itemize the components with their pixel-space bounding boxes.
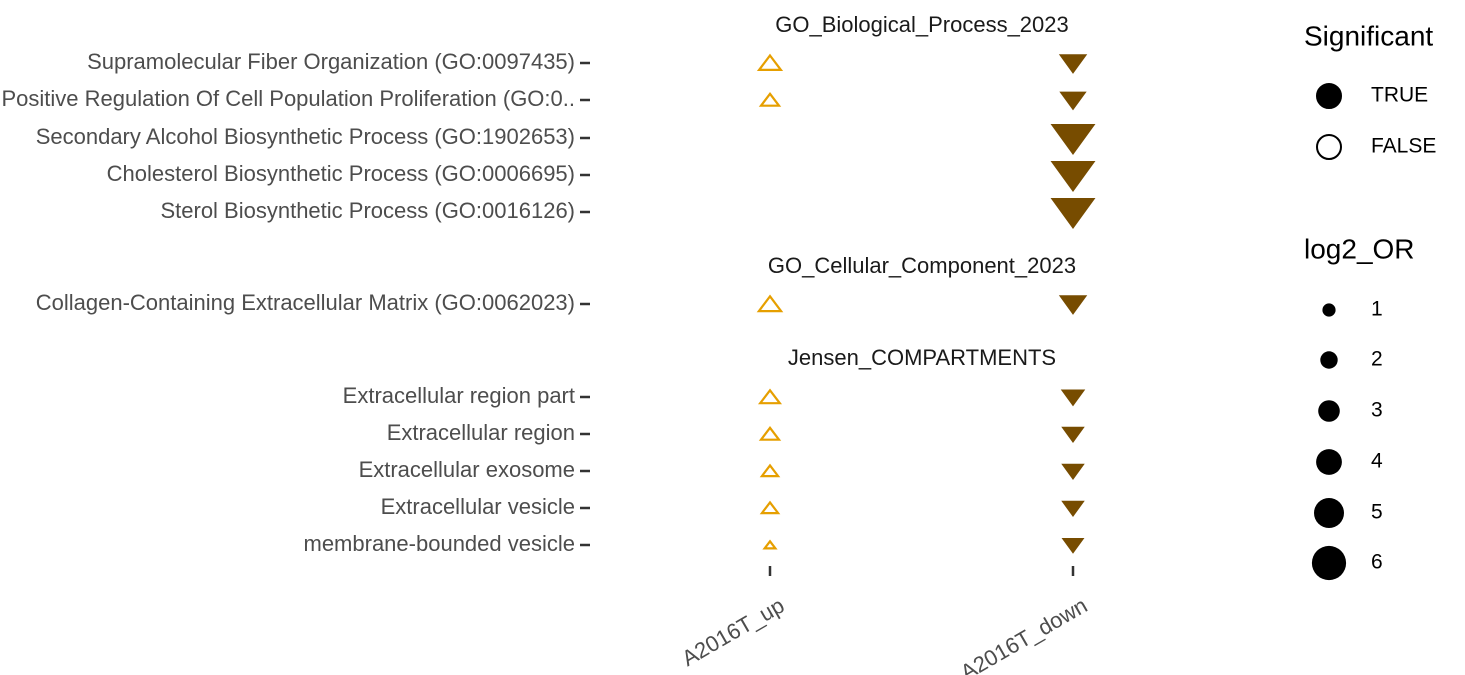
down-triangle-point	[1060, 389, 1086, 407]
x-tick-label: A2016T_down	[956, 593, 1091, 675]
y-tick-label: Extracellular vesicle	[381, 494, 575, 519]
facet-title: GO_Biological_Process_2023	[775, 12, 1069, 37]
legend-title-significant: Significant	[1304, 20, 1433, 51]
plot-panel: GO_Biological_Process_2023 Supramolecular…	[1, 12, 1096, 675]
down-triangle-point	[1058, 295, 1088, 315]
y-tick-label: Extracellular exosome	[359, 457, 575, 482]
facet-title: GO_Cellular_Component_2023	[768, 253, 1076, 278]
legend-label-size: 5	[1371, 501, 1383, 524]
legend-label-size: 6	[1371, 551, 1383, 574]
legend-label-size: 2	[1371, 348, 1383, 371]
legend-key-size	[1316, 449, 1342, 475]
y-tick-label: Sterol Biosynthetic Process (GO:0016126)	[160, 198, 575, 223]
legend-label-size: 1	[1371, 298, 1383, 321]
up-triangle-point	[756, 53, 784, 72]
up-triangle-point	[756, 294, 784, 313]
legend-key-size	[1322, 303, 1336, 317]
legend-key-size	[1311, 545, 1347, 581]
legend-key-size	[1314, 498, 1344, 528]
y-tick-label: Cholesterol Biosynthetic Process (GO:000…	[107, 161, 575, 186]
down-triangle-point	[1059, 91, 1087, 111]
legend-label-significant: FALSE	[1371, 135, 1436, 158]
up-triangle-point	[759, 463, 781, 478]
y-tick-label: Extracellular region part	[343, 383, 575, 408]
down-triangle-point	[1058, 54, 1088, 74]
down-triangle-point	[1061, 500, 1085, 518]
facet-title: Jensen_COMPARTMENTS	[788, 345, 1056, 370]
legend-key-size	[1318, 400, 1340, 422]
legend-key-significant	[1316, 83, 1342, 109]
down-triangle-point	[1050, 161, 1096, 193]
up-triangle-point	[758, 91, 782, 107]
legend-label-size: 3	[1371, 399, 1383, 422]
legend-key-significant	[1316, 134, 1342, 160]
legend-key-size	[1320, 351, 1338, 369]
y-tick-label: membrane-bounded vesicle	[304, 531, 576, 556]
down-triangle-point	[1061, 538, 1085, 554]
up-triangle-point	[758, 425, 782, 441]
up-triangle-point	[759, 500, 781, 515]
down-triangle-point	[1050, 198, 1096, 230]
y-tick-label: Collagen-Containing Extracellular Matrix…	[36, 290, 575, 315]
y-tick-label: Secondary Alcohol Biosynthetic Process (…	[36, 124, 575, 149]
legend-title-log2-or: log2_OR	[1304, 233, 1415, 264]
legend-label-size: 4	[1371, 450, 1383, 473]
down-triangle-point	[1061, 426, 1085, 444]
legend: Significant TRUE FALSE log2_OR 1 2 3 4 5 6	[1304, 20, 1436, 581]
up-triangle-point	[762, 539, 778, 550]
up-triangle-point	[757, 388, 783, 405]
y-tick-label: Supramolecular Fiber Organization (GO:00…	[87, 49, 575, 74]
legend-label-significant: TRUE	[1371, 84, 1428, 107]
y-tick-label: Positive Regulation Of Cell Population P…	[1, 86, 575, 111]
x-tick-label: A2016T_up	[677, 593, 788, 672]
y-tick-label: Extracellular region	[387, 420, 575, 445]
down-triangle-point	[1061, 463, 1085, 481]
down-triangle-point	[1050, 124, 1096, 156]
